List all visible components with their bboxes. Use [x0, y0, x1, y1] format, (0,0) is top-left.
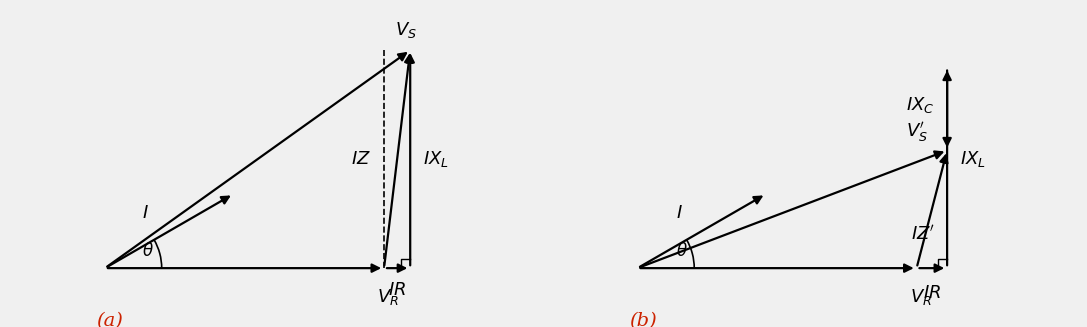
Text: $IR$: $IR$	[923, 284, 941, 302]
Text: $IX_C$: $IX_C$	[905, 95, 934, 115]
Text: $V_S^{\prime}$: $V_S^{\prime}$	[905, 120, 927, 144]
Text: (b): (b)	[629, 312, 657, 327]
Text: $IX_L$: $IX_L$	[960, 149, 986, 169]
Text: $I$: $I$	[142, 204, 149, 222]
Text: $V_S$: $V_S$	[395, 20, 416, 40]
Text: $I$: $I$	[676, 204, 683, 222]
Text: $IZ^{\prime}$: $IZ^{\prime}$	[911, 225, 935, 244]
Text: $IX_L$: $IX_L$	[423, 149, 449, 169]
Text: $V_R$: $V_R$	[377, 287, 399, 307]
Text: $IR$: $IR$	[388, 281, 407, 299]
Text: $\theta$: $\theta$	[676, 242, 688, 260]
Text: $V_R$: $V_R$	[910, 287, 932, 307]
Text: $IZ$: $IZ$	[351, 150, 371, 168]
Text: (a): (a)	[97, 312, 123, 327]
Text: $\theta$: $\theta$	[141, 242, 153, 260]
